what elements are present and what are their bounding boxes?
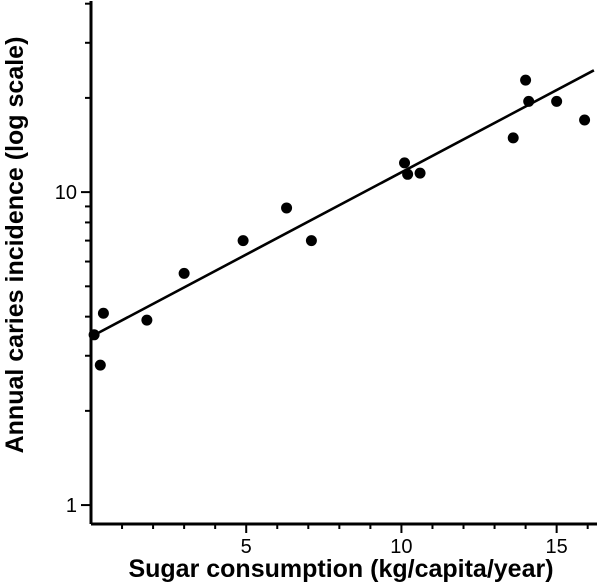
data-point xyxy=(551,95,563,107)
data-point xyxy=(88,329,100,341)
x-tick-label: 5 xyxy=(241,536,252,558)
y-axis-title: Annual caries incidence (log scale) xyxy=(1,37,29,454)
data-point xyxy=(399,157,411,169)
x-axis-ticks: 5 10 15 xyxy=(121,524,589,558)
trend-line xyxy=(90,69,595,338)
y-tick-label: 10 xyxy=(55,182,77,204)
data-point xyxy=(178,267,190,279)
x-tick-label: 10 xyxy=(390,536,412,558)
plot-area: 5 10 15 1 10 xyxy=(55,1,597,558)
data-point xyxy=(402,168,414,180)
data-point xyxy=(141,314,153,326)
x-tick-label: 15 xyxy=(546,536,568,558)
data-point xyxy=(281,202,293,214)
data-point xyxy=(507,132,519,144)
x-axis-title: Sugar consumption (kg/capita/year) xyxy=(128,555,553,583)
data-point xyxy=(305,235,317,247)
y-tick-label: 1 xyxy=(66,495,77,517)
data-point xyxy=(520,74,532,86)
data-point xyxy=(237,235,249,247)
data-point xyxy=(94,359,106,371)
data-points xyxy=(88,74,591,371)
data-point xyxy=(414,167,426,179)
y-axis-ticks: 1 10 xyxy=(55,2,91,517)
data-point xyxy=(579,114,591,126)
data-point xyxy=(97,307,109,319)
data-point xyxy=(523,95,535,107)
